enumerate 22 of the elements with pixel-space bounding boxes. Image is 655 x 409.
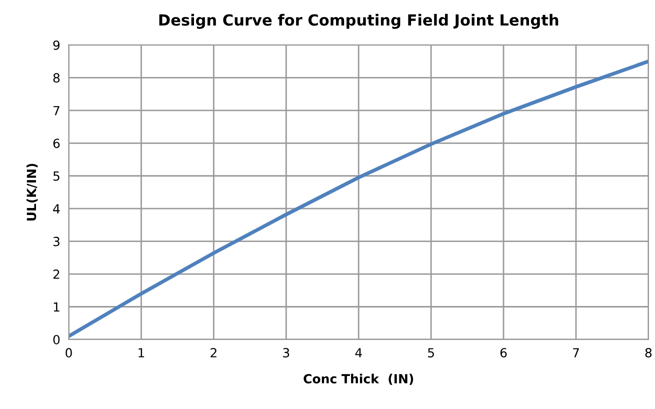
y-tick-label: 0: [53, 334, 60, 344]
x-tick-label: 1: [138, 348, 144, 358]
y-tick-label: 2: [53, 270, 60, 279]
y-axis-title: UL(K/IN): [26, 164, 38, 221]
y-tick-label: 6: [53, 138, 60, 148]
y-tick-label: 9: [53, 40, 60, 50]
y-tick-label: 1: [54, 302, 60, 312]
x-tick-label: 7: [573, 348, 579, 358]
x-tick-label: 2: [210, 348, 216, 358]
x-tick-label: 3: [283, 348, 290, 358]
chart-title: Design Curve for Computing Field Joint Length: [159, 14, 558, 29]
x-tick-label: 8: [645, 348, 652, 358]
x-tick-label: 5: [428, 348, 434, 358]
x-tick-label: 6: [500, 348, 507, 358]
y-tick-label: 4: [53, 204, 60, 214]
x-axis-title: Conc Thick (IN): [304, 374, 414, 385]
y-tick-label: 3: [53, 236, 60, 246]
y-tick-label: 8: [53, 73, 60, 83]
x-tick-label: 0: [66, 348, 72, 358]
x-tick-label: 4: [355, 348, 362, 358]
y-tick-label: 5: [53, 172, 60, 181]
y-tick-label: 7: [54, 106, 60, 116]
